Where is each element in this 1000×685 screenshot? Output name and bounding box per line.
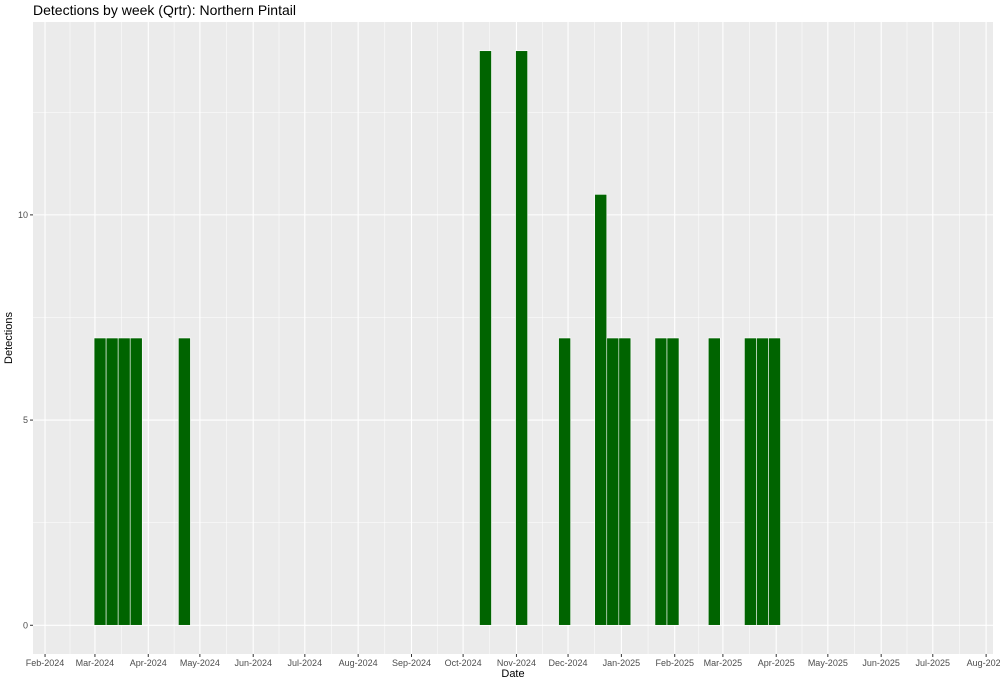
x-tick-label: Jan-2025	[603, 658, 641, 668]
bar	[654, 337, 668, 626]
y-axis-title: Detections	[3, 312, 15, 364]
bar	[594, 194, 608, 626]
bar	[606, 337, 620, 626]
chart-title: Detections by week (Qrtr): Northern Pint…	[33, 2, 296, 18]
x-tick-label: Aug-2024	[339, 658, 378, 668]
x-tick-label: Mar-2025	[704, 658, 743, 668]
bar	[666, 337, 680, 626]
x-tick-label: Jul-2025	[916, 658, 951, 668]
x-tick-label: Mar-2024	[76, 658, 115, 668]
x-tick-label: Feb-2025	[655, 658, 694, 668]
x-tick-label: Aug-2025	[967, 658, 1000, 668]
bar	[558, 337, 571, 626]
x-tick-label: May-2024	[180, 658, 220, 668]
x-tick-label: Jun-2024	[234, 658, 272, 668]
x-tick-label: Nov-2024	[497, 658, 536, 668]
bar	[93, 337, 107, 626]
x-tick-label: Jul-2024	[288, 658, 323, 668]
x-tick-label: May-2025	[808, 658, 848, 668]
bar	[768, 337, 781, 626]
bar	[618, 337, 632, 626]
y-axis: 0 5 10	[18, 210, 33, 630]
y-tick-label: 0	[23, 620, 28, 630]
bar	[515, 50, 528, 626]
x-axis-title: Date	[501, 668, 524, 680]
x-tick-label: Dec-2024	[549, 658, 588, 668]
x-tick-label: Feb-2024	[26, 658, 65, 668]
y-tick-label: 10	[18, 210, 28, 220]
x-tick-label: Jun-2025	[862, 658, 900, 668]
x-tick-label: Apr-2024	[130, 658, 167, 668]
plot-panel	[33, 22, 993, 654]
bar	[129, 337, 143, 626]
y-tick-label: 5	[23, 415, 28, 425]
bar	[105, 337, 119, 626]
x-tick-label: Oct-2024	[445, 658, 482, 668]
bar	[707, 337, 721, 626]
x-tick-label: Sep-2024	[392, 658, 431, 668]
bar	[479, 50, 492, 626]
bar	[178, 337, 191, 626]
bar	[756, 337, 769, 626]
bars	[93, 50, 781, 626]
x-axis: Feb-2024 Mar-2024 Apr-2024 May-2024 Jun-2024…	[26, 654, 1000, 668]
bar	[744, 337, 757, 626]
x-tick-label: Apr-2025	[758, 658, 795, 668]
bar	[117, 337, 131, 626]
